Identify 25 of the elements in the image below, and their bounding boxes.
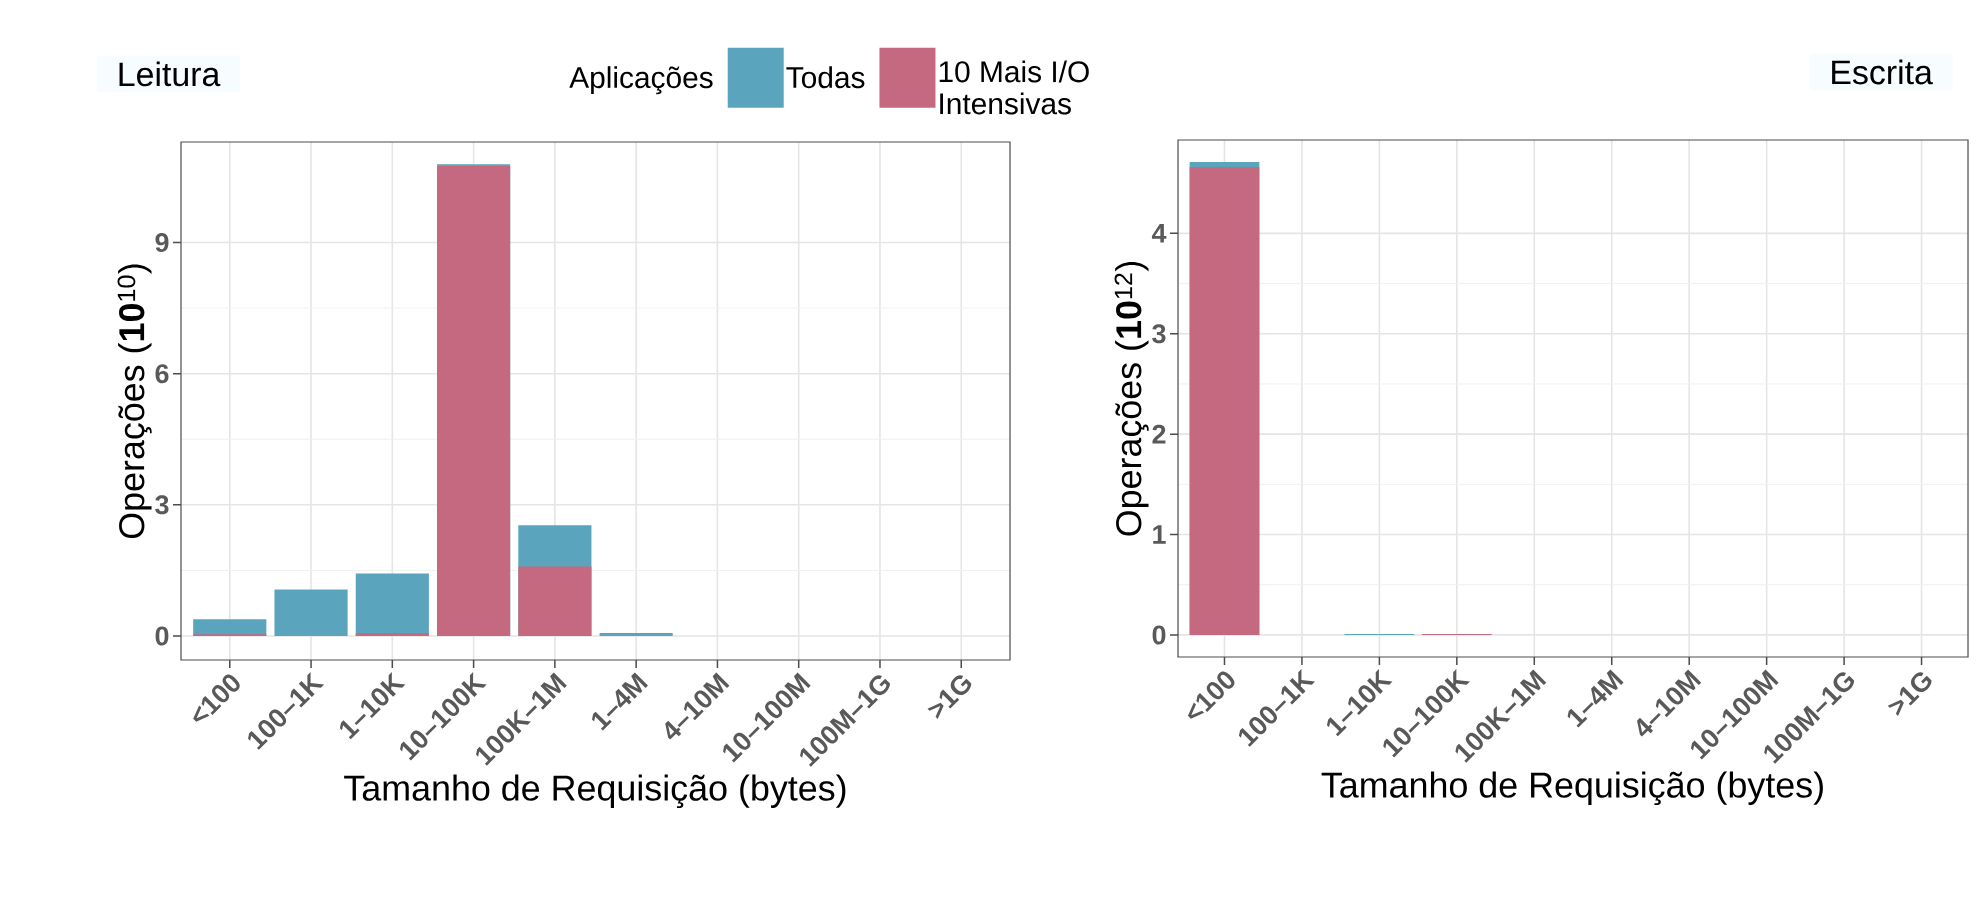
y-tick-label: 3 (155, 495, 169, 515)
legend-label: Todas (786, 66, 865, 89)
y-tick-label: 6 (155, 364, 169, 384)
y-tick-label: 0 (155, 626, 169, 646)
x-tick-label: >1G (1887, 672, 1932, 716)
y-tick-label: 4 (1151, 224, 1167, 243)
y-tick-label: 3 (1152, 324, 1166, 344)
x-tick-label: >1G (927, 675, 972, 719)
chart-title: Leitura (119, 61, 221, 87)
y-tick-label: 0 (1152, 625, 1166, 645)
bar (355, 632, 429, 636)
bar (599, 632, 673, 636)
x-axis-title: Tamanho de Requisição (bytes) (344, 774, 846, 809)
bar (518, 566, 592, 636)
y-tick-label: 9 (155, 233, 169, 253)
y-tick-label: 1 (1153, 525, 1166, 544)
y-tick-label: 2 (1152, 424, 1166, 444)
bar (274, 589, 348, 636)
legend-title: Aplicações (569, 66, 713, 95)
x-axis-title: Tamanho de Requisição (bytes) (1321, 771, 1823, 806)
bar (355, 573, 429, 636)
y-axis-title: Operações (10$^{12}$) (1114, 261, 1149, 536)
legend-label: 10 Mais I/O Intensivas (939, 60, 1089, 115)
y-axis-title: Operações (10$^{10}$) (117, 264, 152, 539)
chart-title: Escrita (1832, 59, 1933, 85)
